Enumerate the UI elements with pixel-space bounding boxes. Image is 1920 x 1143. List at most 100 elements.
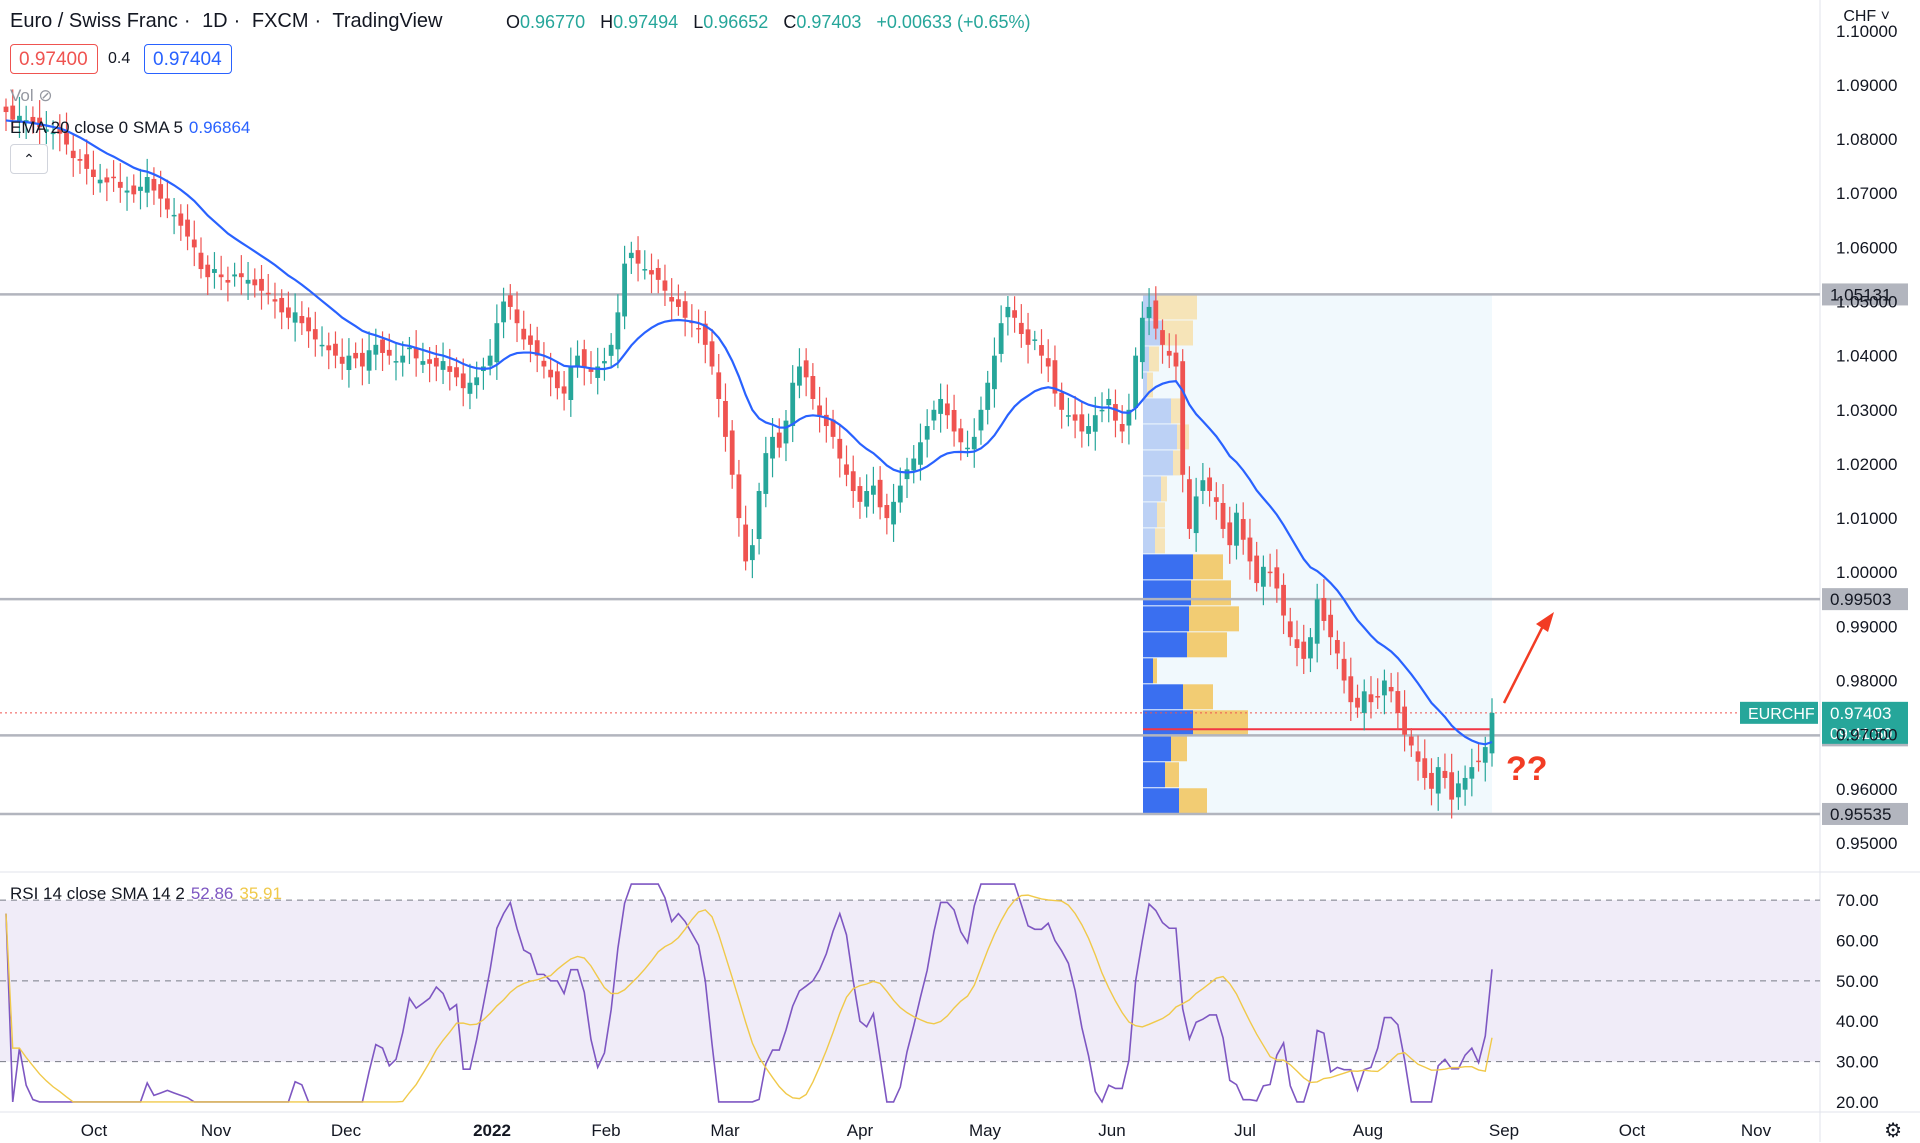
chart-title: Euro / Swiss Franc · 1D · FXCM · TradingVie… [10, 10, 443, 32]
candle-body [877, 479, 883, 508]
profile-down-bar [1163, 320, 1193, 346]
rsi-tick-label: 50.00 [1836, 972, 1879, 991]
candle-body [185, 219, 190, 237]
candle-body [420, 361, 426, 365]
candle-body [393, 361, 399, 363]
candle-body [675, 299, 681, 307]
gear-icon[interactable]: ⚙ [1884, 1120, 1902, 1142]
candle-body [151, 178, 157, 191]
candle-body [568, 366, 574, 400]
candle-body [339, 356, 345, 364]
candle-body [259, 278, 264, 291]
buy-button[interactable]: 0.97404 [144, 44, 232, 74]
price-tick-label: 1.09000 [1836, 76, 1897, 95]
profile-down-bar [1153, 658, 1157, 684]
candle-body [1281, 584, 1286, 616]
candle-body [380, 339, 385, 353]
interval[interactable]: 1D [202, 10, 228, 32]
candle-body [1065, 415, 1071, 417]
candle-body [164, 198, 170, 210]
candle-body [1442, 770, 1448, 778]
candle-body [272, 299, 278, 302]
candle-body [117, 181, 123, 188]
candle-body [10, 105, 16, 120]
change-value: +0.00633 (+0.65%) [876, 12, 1031, 32]
price-tick-label: 1.03000 [1836, 401, 1897, 420]
candle-body [1072, 414, 1078, 421]
price-tick-label: 1.00000 [1836, 563, 1897, 582]
profile-down-bar [1161, 476, 1167, 502]
symbol-tag-label: EURCHF [1748, 706, 1815, 723]
candle-body [299, 316, 305, 324]
candle-body [487, 355, 493, 366]
profile-down-bar [1165, 762, 1179, 788]
level-price-tag [1822, 283, 1908, 306]
collapse-legend-button[interactable]: ⌃ [10, 144, 48, 174]
candle-body [124, 190, 130, 193]
price-tick-label: 1.10000 [1836, 22, 1897, 41]
ema-legend[interactable]: EMA 20 close 0 SMA 5 0.96864 [10, 118, 251, 137]
ohlc-values: O0.96770 H0.97494 L0.96652 C0.97403 +0.0… [506, 12, 1031, 32]
price-tick-label: 1.02000 [1836, 455, 1897, 474]
candle-body [958, 428, 964, 443]
candle-body [1361, 691, 1367, 713]
candle-body [965, 447, 970, 450]
candle-body [1341, 658, 1347, 681]
profile-up-bar [1143, 502, 1157, 528]
rsi-sma-line [5, 894, 1493, 1103]
candle-body [918, 442, 923, 465]
candle-body [1207, 477, 1212, 492]
candle-body [454, 367, 459, 378]
profile-down-bar [1173, 450, 1183, 476]
candle-body [837, 438, 843, 459]
candle-body [37, 117, 43, 128]
candle-body [1449, 772, 1455, 800]
candle-body [655, 267, 661, 280]
ema-line: EURCHF 0.97403 09:41:50 [5, 119, 1908, 746]
candle-body [951, 409, 957, 432]
price-tick-label: 1.06000 [1836, 238, 1897, 257]
candle-body [1429, 772, 1434, 789]
candle-body [400, 355, 406, 363]
candle-body [353, 352, 359, 359]
candle-body [1227, 522, 1233, 546]
candle-body [850, 471, 856, 492]
profile-up-bar [1143, 606, 1189, 632]
profile-down-bar [1193, 710, 1248, 736]
candle-body [944, 403, 950, 416]
profile-down-bar [1183, 684, 1213, 710]
rsi-value: 52.86 [190, 884, 234, 903]
candle-body [1025, 329, 1031, 345]
candle-body [1133, 355, 1139, 408]
candle-body [413, 347, 419, 359]
candle-body [1180, 361, 1186, 475]
sell-button[interactable]: 0.97400 [10, 44, 98, 74]
candle-body [628, 252, 634, 259]
candle-body [57, 127, 63, 134]
candle-body [1045, 358, 1051, 367]
candle-body [554, 371, 560, 389]
candle-body [1402, 706, 1407, 735]
candle-body [1234, 512, 1239, 546]
symbol-name[interactable]: Euro / Swiss Franc [10, 10, 178, 32]
candle-body [756, 491, 762, 540]
candle-body [736, 474, 742, 519]
candle-body [507, 295, 513, 307]
volume-label[interactable]: Vol ⊘ [10, 86, 53, 105]
candle-body [1039, 345, 1044, 356]
currency-selector[interactable]: CHF ˅ [1843, 8, 1890, 25]
candle-body [111, 176, 116, 179]
candle-body [1388, 686, 1394, 692]
time-tick-label: Nov [1741, 1121, 1772, 1140]
candle-body [635, 250, 641, 264]
candle-body [938, 398, 944, 414]
candle-body [1435, 767, 1441, 794]
candle-body [198, 252, 204, 270]
candle-body [1408, 736, 1414, 746]
candle-body [844, 464, 849, 475]
rsi-legend[interactable]: RSI 14 close SMA 14 2 52.86 35.91 [10, 884, 282, 903]
profile-down-bar [1193, 554, 1223, 580]
candle-body [1368, 694, 1374, 703]
